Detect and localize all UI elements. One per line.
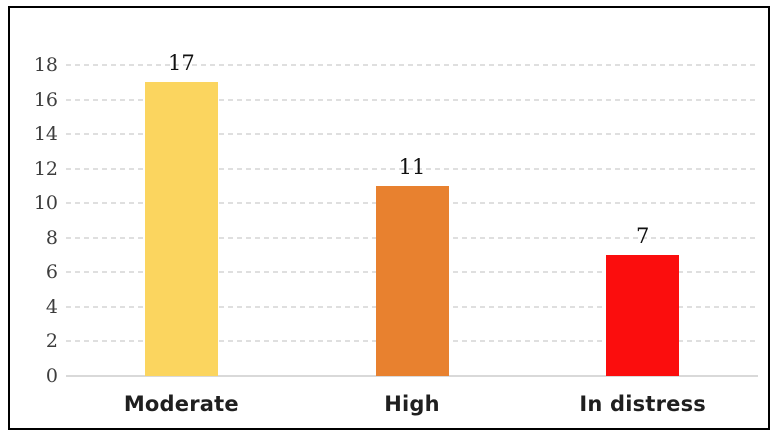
x-axis-category-label: Moderate (123, 392, 239, 416)
x-axis-category-label: In distress (579, 392, 706, 416)
gridline-14 (66, 133, 758, 136)
y-axis-tick-label: 12 (33, 157, 58, 180)
y-axis-tick-label: 18 (33, 54, 58, 76)
y-axis-tick-label: 10 (33, 192, 58, 215)
gridline-12 (66, 167, 758, 170)
y-axis-tick-label: 4 (45, 295, 58, 318)
y-axis-tick-label: 14 (33, 123, 58, 146)
gridline-18 (66, 64, 758, 66)
y-axis-tick-label: 16 (33, 88, 58, 111)
x-axis-line (66, 375, 758, 377)
y-axis-tick-label: 0 (45, 365, 58, 387)
bar-value-label: 11 (398, 154, 426, 179)
y-axis-tick-label: 8 (45, 226, 58, 249)
chart-border-frame: 0 2 4 6 8 10 12 14 16 18 17 Moderate 11 High 7 In distr… (8, 6, 770, 430)
bar-moderate (144, 82, 218, 376)
gridline-16 (66, 98, 758, 101)
x-axis-category-label: High (384, 392, 440, 416)
y-axis-tick-label: 6 (45, 261, 58, 284)
bar-in-distress (606, 255, 680, 376)
y-axis-tick-label: 2 (45, 330, 58, 353)
bar-value-label: 17 (167, 51, 195, 76)
bar-value-label: 7 (635, 224, 650, 249)
bar-high (375, 185, 449, 376)
